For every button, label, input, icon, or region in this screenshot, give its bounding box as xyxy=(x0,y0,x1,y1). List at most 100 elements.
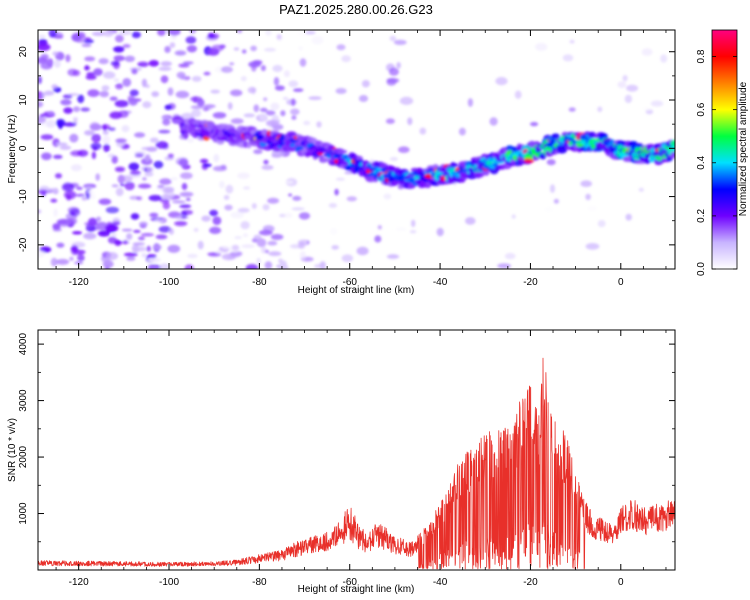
heatmap-cell xyxy=(132,242,145,246)
heatmap-cell xyxy=(587,205,598,211)
heatmap-cell xyxy=(240,221,250,230)
heatmap-cell xyxy=(89,122,100,131)
heatmap-cell xyxy=(299,251,306,261)
x-tick-label: -20 xyxy=(523,577,538,588)
heatmap-cell xyxy=(256,238,267,248)
heatmap-cell xyxy=(211,44,224,52)
heatmap-cell xyxy=(158,66,172,71)
heatmap-cell xyxy=(497,263,512,269)
heatmap-cell xyxy=(180,211,188,219)
heatmap-cell xyxy=(38,91,45,100)
heatmap-cell xyxy=(407,117,413,126)
heatmap-cell xyxy=(250,45,257,52)
x-tick-label: -20 xyxy=(523,277,538,288)
heatmap-cell xyxy=(212,112,227,119)
heatmap-cell xyxy=(413,174,420,181)
snr-ylabel: SNR (10 * v/v) xyxy=(7,418,18,482)
heatmap-cell xyxy=(356,246,369,256)
y-tick-label: 0 xyxy=(18,145,29,151)
heatmap-cell xyxy=(568,107,576,112)
heatmap-cell xyxy=(83,39,94,44)
colorbar-frame xyxy=(711,29,738,270)
heatmap-cell xyxy=(253,76,260,84)
heatmap-cell xyxy=(123,239,128,245)
heatmap-cell xyxy=(52,223,61,230)
heatmap-cell xyxy=(671,139,675,147)
heatmap-cell xyxy=(58,120,63,130)
heatmap-cell xyxy=(61,182,75,192)
heatmap-cell xyxy=(153,160,164,169)
heatmap-cell xyxy=(38,116,46,125)
heatmap-cell xyxy=(283,70,290,78)
heatmap-cell xyxy=(141,146,153,151)
heatmap-cell xyxy=(119,30,132,36)
heatmap-cell xyxy=(152,244,162,251)
heatmap-cell xyxy=(131,68,138,75)
heatmap-cell xyxy=(92,134,99,140)
heatmap-cell xyxy=(282,96,289,100)
heatmap-cell xyxy=(642,107,653,111)
heatmap-cell xyxy=(240,76,247,82)
heatmap-cell xyxy=(305,30,316,35)
heatmap-cell xyxy=(114,100,129,108)
heatmap-cell xyxy=(160,75,169,84)
heatmap-cell xyxy=(101,85,110,91)
heatmap-cell xyxy=(450,163,459,168)
x-tick-label: -80 xyxy=(252,577,267,588)
heatmap-cell xyxy=(64,190,77,200)
snr-frame xyxy=(37,329,676,571)
heatmap-cell xyxy=(292,195,302,201)
heatmap-cell xyxy=(626,84,639,92)
colorbar-tick-label: 0.6 xyxy=(696,102,707,116)
heatmap-cell xyxy=(52,138,60,147)
heatmap-cell xyxy=(172,119,183,124)
heatmap-cell xyxy=(75,193,86,197)
heatmap-cell xyxy=(70,164,82,172)
heatmap-cell xyxy=(91,151,97,160)
heatmap-cell xyxy=(38,76,42,85)
heatmap-cell xyxy=(141,253,147,258)
heatmap-cell xyxy=(87,89,100,97)
heatmap-cell xyxy=(119,175,133,183)
heatmap-cell xyxy=(316,121,322,128)
heatmap-cell xyxy=(617,81,627,89)
heatmap-cell xyxy=(175,90,190,99)
heatmap-cell xyxy=(644,159,651,164)
snr-xlabel: Height of straight line (km) xyxy=(298,584,415,595)
heatmap-cell xyxy=(171,200,186,204)
heatmap-cell xyxy=(105,206,119,214)
heatmap-cell xyxy=(113,55,125,62)
heatmap-cell xyxy=(117,110,129,118)
heatmap-cell xyxy=(569,39,575,44)
heatmap-cell xyxy=(178,158,189,167)
heatmap-cell xyxy=(168,211,181,218)
heatmap-cell xyxy=(72,231,83,235)
heatmap-cell xyxy=(161,194,171,199)
heatmap-cell xyxy=(121,125,130,133)
heatmap-cell xyxy=(303,120,311,126)
spectrogram-frame xyxy=(37,29,676,270)
heatmap-cell xyxy=(170,177,178,181)
heatmap-cell xyxy=(161,186,175,193)
heatmap-cell xyxy=(129,170,141,176)
heatmap-cell xyxy=(106,221,113,226)
heatmap-cell xyxy=(74,261,84,265)
heatmap-cell xyxy=(265,110,276,116)
heatmap-cell xyxy=(164,104,172,111)
heatmap-cell xyxy=(622,75,628,82)
y-tick-label: -10 xyxy=(18,189,29,204)
heatmap-cell xyxy=(46,119,56,128)
heatmap-cell xyxy=(158,226,172,233)
heatmap-cell xyxy=(129,89,139,97)
heatmap-cell xyxy=(234,236,242,240)
heatmap-cell xyxy=(50,257,58,267)
heatmap-cell xyxy=(126,233,133,240)
x-tick-label: -120 xyxy=(69,577,89,588)
heatmap-cell xyxy=(328,203,338,208)
heatmap-cell xyxy=(146,245,151,252)
heatmap-cell xyxy=(550,184,555,193)
heatmap-cell xyxy=(514,90,522,99)
x-tick-label: -120 xyxy=(69,277,89,288)
heatmap-cell xyxy=(272,64,283,73)
